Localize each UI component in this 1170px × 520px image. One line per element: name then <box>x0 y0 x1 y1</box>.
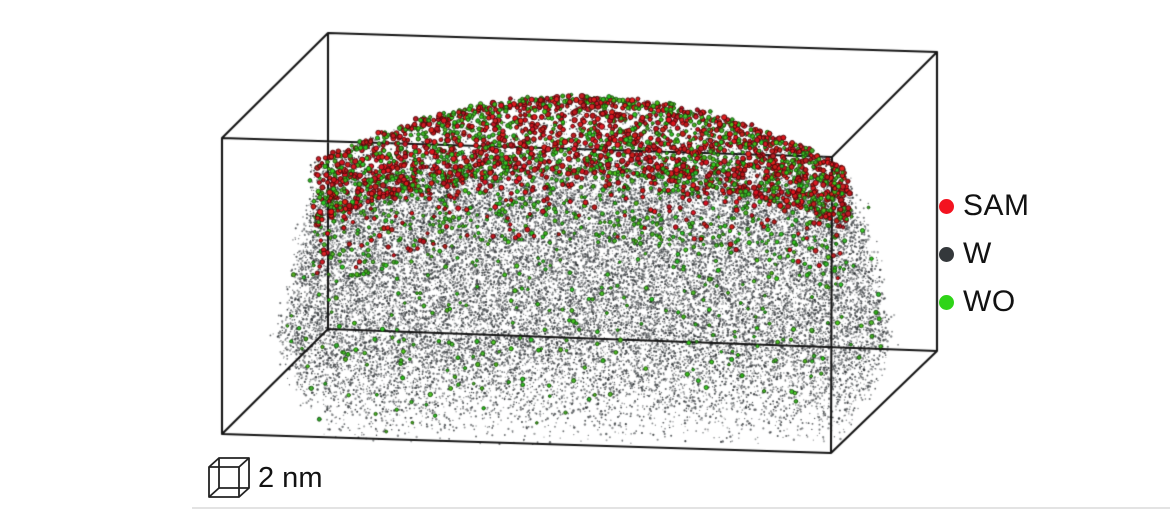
legend-label-wo: WO <box>963 285 1016 318</box>
legend-label-sam: SAM <box>963 189 1030 222</box>
legend: SAM W WO <box>939 190 1030 334</box>
legend-item-wo: WO <box>939 286 1030 318</box>
scale-cube-icon <box>208 457 250 498</box>
scale-bar: 2 nm <box>203 455 322 501</box>
page-divider <box>192 507 1170 509</box>
legend-label-w: W <box>963 237 992 270</box>
legend-item-w: W <box>939 238 1030 270</box>
legend-item-sam: SAM <box>939 190 1030 222</box>
legend-dot-wo-icon <box>939 294 954 310</box>
legend-dot-sam-icon <box>939 198 954 214</box>
scale-bar-label: 2 nm <box>258 461 323 494</box>
legend-dot-w-icon <box>939 246 954 262</box>
